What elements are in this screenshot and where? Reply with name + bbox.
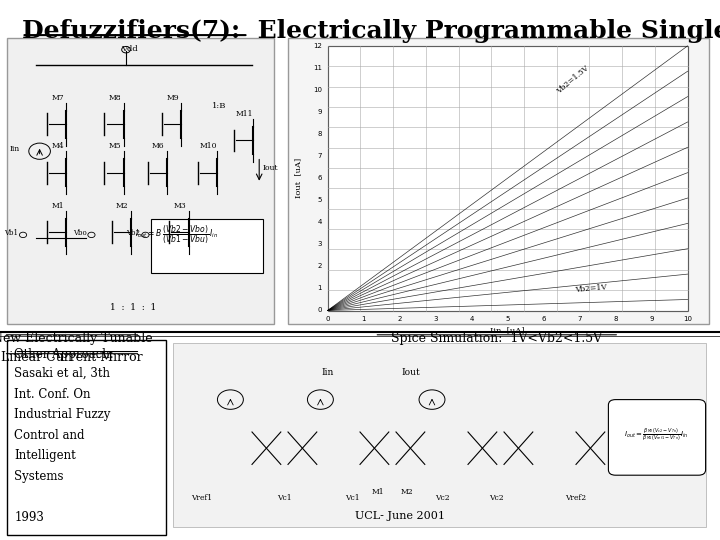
Text: 8: 8 bbox=[318, 131, 322, 137]
Text: M11: M11 bbox=[236, 110, 253, 118]
Text: Linear Current-Mirror: Linear Current-Mirror bbox=[1, 351, 143, 364]
Bar bbox=[288, 38, 709, 324]
Text: M4: M4 bbox=[51, 143, 64, 151]
Text: Industrial Fuzzy: Industrial Fuzzy bbox=[14, 408, 111, 421]
Bar bbox=[328, 46, 688, 310]
Text: 4: 4 bbox=[469, 316, 474, 322]
Text: M6: M6 bbox=[152, 143, 165, 151]
Text: M7: M7 bbox=[51, 94, 64, 102]
Text: 5: 5 bbox=[318, 197, 322, 203]
Text: $I_{out} = \frac{\beta_{M2}(V_{c2}-V_{Tn})}{\beta_{M1}(V_{ref1}-V_{Tn})} I_{in}$: $I_{out} = \frac{\beta_{M2}(V_{c2}-V_{Tn… bbox=[624, 427, 689, 443]
Text: M10: M10 bbox=[200, 143, 217, 151]
Text: Vb1: Vb1 bbox=[4, 229, 18, 237]
Text: Vc2: Vc2 bbox=[490, 494, 504, 502]
Text: Defuzzifiers(7):  Electrically Programmable Singletons: Defuzzifiers(7): Electrically Programmab… bbox=[22, 19, 720, 43]
Text: 5: 5 bbox=[505, 316, 510, 322]
Text: M2: M2 bbox=[400, 488, 413, 496]
Text: Vref1: Vref1 bbox=[191, 494, 212, 502]
Text: Spice Simulation:  1V<Vb2<1.5V: Spice Simulation: 1V<Vb2<1.5V bbox=[391, 332, 603, 345]
Text: M2: M2 bbox=[116, 202, 129, 210]
Text: UCL- June 2001: UCL- June 2001 bbox=[355, 511, 445, 521]
FancyBboxPatch shape bbox=[151, 219, 263, 273]
Text: 6: 6 bbox=[541, 316, 546, 322]
Text: Intelligent: Intelligent bbox=[14, 449, 76, 462]
Text: 1: 1 bbox=[318, 286, 322, 292]
Text: M9: M9 bbox=[166, 94, 179, 102]
Text: Vb2=1V: Vb2=1V bbox=[574, 283, 607, 294]
Text: 9: 9 bbox=[649, 316, 654, 322]
Text: 11: 11 bbox=[313, 65, 322, 71]
Text: New Electrically Tunable: New Electrically Tunable bbox=[0, 332, 153, 345]
Text: 1993: 1993 bbox=[14, 511, 44, 524]
Text: Vc1: Vc1 bbox=[277, 494, 292, 502]
Text: 0: 0 bbox=[318, 307, 322, 314]
Text: 9: 9 bbox=[318, 109, 322, 115]
Bar bbox=[7, 340, 166, 535]
Bar bbox=[7, 38, 274, 324]
Text: Vc1: Vc1 bbox=[346, 494, 360, 502]
Text: 8: 8 bbox=[613, 316, 618, 322]
Text: Sasaki et al, 3th: Sasaki et al, 3th bbox=[14, 367, 110, 380]
Text: Systems: Systems bbox=[14, 470, 64, 483]
Text: 4: 4 bbox=[318, 219, 322, 225]
Text: Iout: Iout bbox=[401, 368, 420, 377]
Text: M5: M5 bbox=[109, 143, 122, 151]
Text: 7: 7 bbox=[318, 153, 322, 159]
Text: 12: 12 bbox=[313, 43, 322, 49]
Text: 10: 10 bbox=[683, 316, 692, 322]
Text: Vdd: Vdd bbox=[121, 45, 138, 53]
Text: Int. Conf. On: Int. Conf. On bbox=[14, 388, 91, 401]
Text: Iout  [uA]: Iout [uA] bbox=[294, 158, 303, 198]
Text: Vbo: Vbo bbox=[73, 229, 86, 237]
Text: Iout: Iout bbox=[263, 164, 279, 172]
Text: M1: M1 bbox=[51, 202, 64, 210]
Bar bbox=[173, 343, 706, 526]
Text: 10: 10 bbox=[313, 87, 322, 93]
Text: 1  :  1  :  1: 1 : 1 : 1 bbox=[110, 303, 156, 313]
Text: M8: M8 bbox=[109, 94, 122, 102]
Text: 6: 6 bbox=[318, 175, 322, 181]
Text: Vc2: Vc2 bbox=[436, 494, 450, 502]
Text: Other Approach:: Other Approach: bbox=[14, 348, 114, 361]
Text: Vref2: Vref2 bbox=[565, 494, 587, 502]
Text: 2: 2 bbox=[397, 316, 402, 322]
Text: M3: M3 bbox=[174, 202, 186, 210]
FancyBboxPatch shape bbox=[608, 400, 706, 475]
Text: 3: 3 bbox=[433, 316, 438, 322]
Text: 2: 2 bbox=[318, 264, 322, 269]
Text: 0: 0 bbox=[325, 316, 330, 322]
Text: 3: 3 bbox=[318, 241, 322, 247]
Text: Vb2: Vb2 bbox=[127, 229, 140, 237]
Text: M1: M1 bbox=[372, 488, 384, 496]
Text: 1: 1 bbox=[361, 316, 366, 322]
Text: $I_{out} = B\,\dfrac{(Vb2 - Vbo)}{(Vb1 - Vbu)}\,I_{in}$: $I_{out} = B\,\dfrac{(Vb2 - Vbo)}{(Vb1 -… bbox=[135, 224, 218, 246]
Text: Iin: Iin bbox=[10, 145, 20, 153]
Text: 1:B: 1:B bbox=[212, 102, 227, 110]
Text: 7: 7 bbox=[577, 316, 582, 322]
Text: Control and: Control and bbox=[14, 429, 85, 442]
Text: Iin: Iin bbox=[321, 368, 334, 377]
Text: Vb2=1.5V: Vb2=1.5V bbox=[555, 64, 590, 96]
Text: Iin  [uA]: Iin [uA] bbox=[490, 327, 525, 335]
